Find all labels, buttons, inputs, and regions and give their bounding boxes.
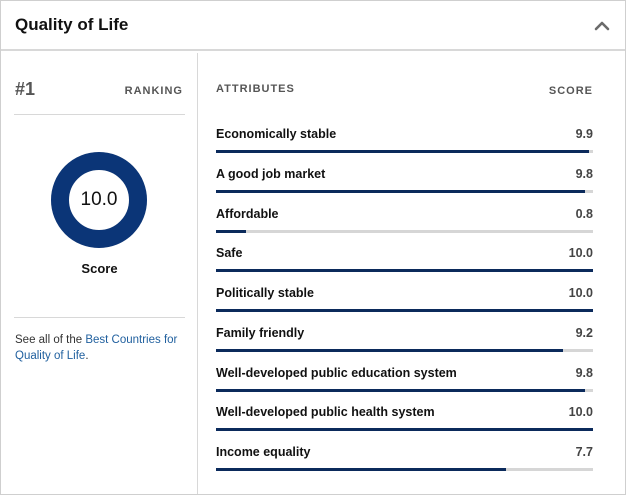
chevron-up-icon[interactable] <box>591 16 613 36</box>
attribute-score: 10.0 <box>568 286 593 300</box>
attribute-label: Politically stable <box>216 286 314 300</box>
attribute-score: 10.0 <box>568 405 593 420</box>
score-bar-fill <box>216 348 563 352</box>
attribute-score: 9.8 <box>575 365 593 380</box>
score-bar-fill <box>216 468 507 471</box>
attribute-row: Well-developed public health system 10.0 <box>216 405 593 441</box>
see-all-prefix: See all of the <box>15 334 86 346</box>
attribute-row: Affordable 0.8 <box>216 207 593 243</box>
attributes-panel: ATTRIBUTES SCORE Economically stable 9.9 A… <box>199 53 625 494</box>
score-bar-fill <box>216 189 586 193</box>
attributes-header: ATTRIBUTES <box>216 83 295 95</box>
attribute-label: Well-developed public health system <box>216 405 435 420</box>
attribute-row: Safe 10.0 <box>216 246 593 282</box>
score-donut-arc <box>51 152 147 248</box>
see-all-suffix: . <box>85 350 89 362</box>
attribute-label: Economically stable <box>216 127 337 141</box>
score-label: Score <box>81 261 118 276</box>
attribute-score: 0.8 <box>575 206 593 221</box>
score-bar-track <box>216 468 593 471</box>
score-bar-track <box>216 388 593 392</box>
rank-number: #1 <box>15 79 36 99</box>
divider <box>14 114 185 115</box>
score-donut: 10.0 <box>51 152 147 248</box>
score-header: SCORE <box>548 85 593 97</box>
score-bar-track <box>216 428 593 432</box>
ranking-panel: #1 RANKING 10.0 Score See all of the Bes… <box>1 53 198 494</box>
attribute-label: Safe <box>216 246 243 261</box>
ranking-label: RANKING <box>124 85 183 97</box>
attribute-row: Family friendly 9.2 <box>216 326 593 362</box>
score-bar-fill <box>216 150 590 153</box>
score-bar-fill <box>216 388 586 392</box>
attribute-score: 10.0 <box>568 246 593 261</box>
score-bar-fill <box>216 269 593 273</box>
attribute-score: 9.2 <box>575 325 593 340</box>
score-bar-fill <box>216 428 593 432</box>
score-bar-track <box>216 309 593 312</box>
divider <box>14 317 185 318</box>
attribute-row: Well-developed public education system 9.… <box>216 366 593 402</box>
attribute-label: Affordable <box>216 206 279 221</box>
score-bar-fill <box>216 309 593 312</box>
score-value: 10.0 <box>80 189 118 210</box>
attribute-row: Economically stable 9.9 <box>216 127 593 163</box>
attribute-row: Income equality 7.7 <box>216 445 593 481</box>
score-bar-track <box>216 189 593 193</box>
score-bar-track <box>216 348 593 352</box>
attribute-row: A good job market 9.8 <box>216 167 593 203</box>
attribute-label: Family friendly <box>216 325 305 340</box>
score-bar-track <box>216 150 593 153</box>
attribute-score: 9.9 <box>575 127 593 141</box>
score-bar-track <box>216 269 593 273</box>
see-all-text: See all of the Best Countries for Qualit… <box>15 332 190 364</box>
card-title: Quality of Life <box>15 15 129 34</box>
attribute-label: A good job market <box>216 166 326 181</box>
attribute-label: Well-developed public education system <box>216 365 457 380</box>
attribute-label: Income equality <box>216 445 311 459</box>
attribute-row: Politically stable 10.0 <box>216 286 593 322</box>
attribute-score: 7.7 <box>575 445 593 459</box>
score-bar-fill <box>216 229 247 233</box>
attribute-score: 9.8 <box>575 166 593 181</box>
score-bar-track <box>216 229 593 233</box>
best-countries-link[interactable]: Best Countries for Quality of Life <box>15 334 178 362</box>
card-header[interactable]: Quality of Life <box>1 1 625 51</box>
